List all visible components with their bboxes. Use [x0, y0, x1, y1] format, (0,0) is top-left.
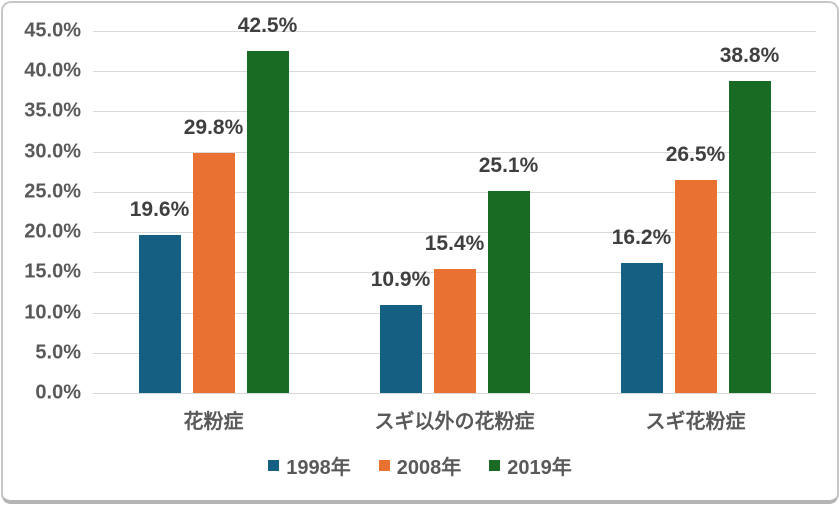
bar-group: 16.2% 26.5% 38.8% — [575, 44, 816, 393]
legend-label: 2008年 — [396, 457, 462, 479]
y-tick-label: 45.0% — [24, 19, 81, 42]
bar: 38.8% — [720, 44, 779, 393]
category-label: スギ花粉症 — [645, 411, 746, 433]
gridline — [93, 191, 816, 193]
bar-value-label: 19.6% — [129, 198, 190, 222]
gridline — [93, 111, 816, 113]
y-tick-label: 20.0% — [24, 220, 81, 243]
bar-group: 19.6% 29.8% 42.5% — [93, 14, 334, 393]
legend-swatch-icon — [268, 460, 280, 471]
y-tick-label: 5.0% — [35, 341, 81, 364]
bar: 29.8% — [184, 116, 243, 393]
bar-value-label: 25.1% — [478, 154, 539, 178]
bar: 26.5% — [666, 143, 725, 393]
bar-value-label: 26.5% — [665, 142, 726, 166]
bar: 19.6% — [130, 198, 189, 393]
y-tick-label: 15.0% — [24, 260, 81, 283]
y-tick-label: 30.0% — [24, 140, 81, 163]
y-tick-label: 35.0% — [24, 99, 81, 122]
y-tick-label: 40.0% — [24, 59, 81, 82]
bar: 10.9% — [371, 268, 430, 393]
legend-item: 2019年 — [489, 451, 572, 480]
legend-label: 2019年 — [507, 457, 572, 479]
bar-value-label: 29.8% — [183, 116, 244, 140]
bar: 15.4% — [425, 232, 484, 393]
bar-value-label: 38.8% — [719, 43, 780, 67]
bar-value-label: 15.4% — [424, 232, 485, 256]
category-label: スギ以外の花粉症 — [374, 411, 535, 433]
legend: 1998年 2008年 2019年 — [3, 451, 837, 480]
gridline — [93, 31, 816, 32]
gridline — [93, 232, 816, 234]
y-tick-label: 10.0% — [24, 301, 81, 324]
legend-item: 1998年 — [268, 451, 351, 480]
legend-label: 1998年 — [286, 457, 351, 479]
bar-value-label: 16.2% — [611, 225, 672, 249]
gridline — [93, 393, 816, 394]
y-tick-label: 25.0% — [24, 180, 81, 203]
gridline — [93, 151, 816, 153]
plot-area: 19.6% 29.8% 42.5% 10.9% 15.4% 25.1% 16.2% 26.5%… — [93, 14, 816, 394]
bar-value-label: 10.9% — [370, 268, 431, 292]
gridline — [93, 71, 816, 73]
y-axis: 0.0% 5.0% 10.0% 15.0% 20.0% 25.0% 30.0% 35.0% 40… — [9, 20, 81, 404]
x-axis-category-labels: 花粉症 スギ以外の花粉症 スギ花粉症 — [93, 405, 816, 437]
legend-swatch-icon — [489, 460, 501, 471]
bar-value-label: 42.5% — [237, 14, 298, 38]
bar-group: 10.9% 15.4% 25.1% — [334, 154, 575, 393]
legend-item: 2008年 — [378, 451, 462, 480]
bar: 25.1% — [479, 154, 538, 393]
y-tick-label: 0.0% — [35, 381, 81, 404]
bar: 42.5% — [238, 14, 297, 393]
bar: 16.2% — [612, 226, 671, 393]
category-label: 花粉症 — [183, 411, 244, 433]
legend-swatch-icon — [378, 460, 390, 471]
